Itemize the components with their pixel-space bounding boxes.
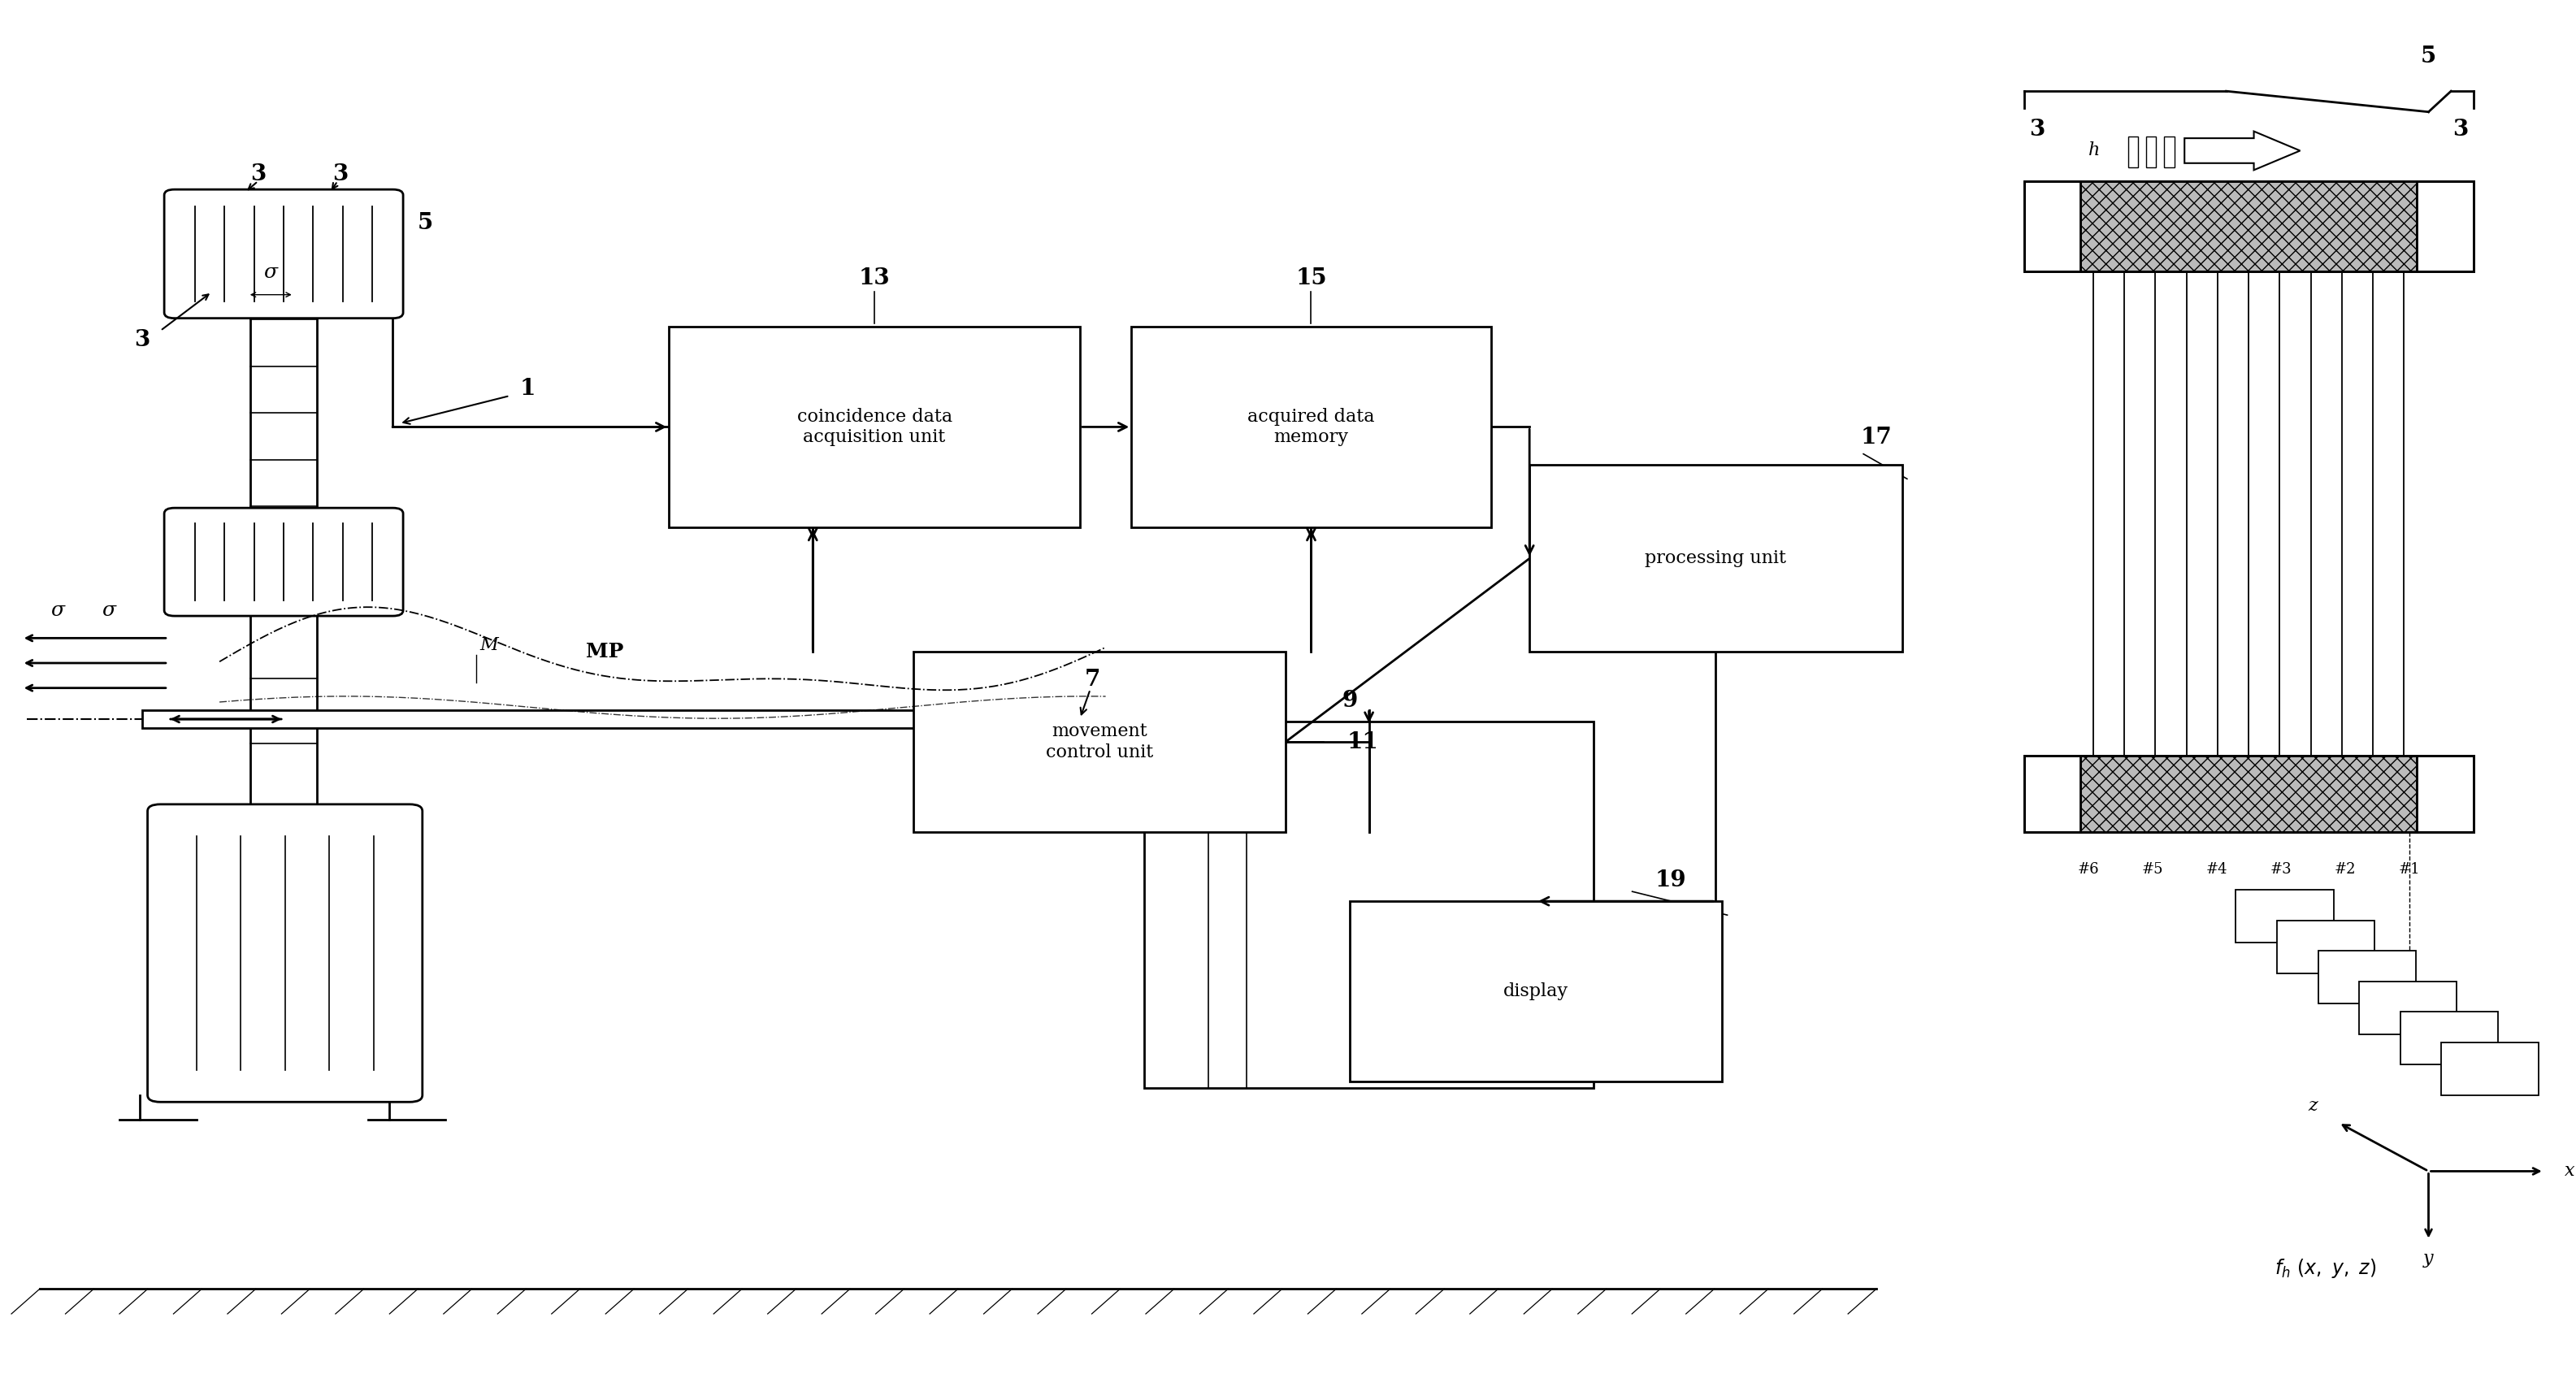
Bar <box>2416 756 2473 832</box>
Text: #6: #6 <box>2076 863 2099 877</box>
Text: 7: 7 <box>1084 669 1100 691</box>
Text: 19: 19 <box>1654 870 1687 892</box>
Text: 11: 11 <box>1347 731 1378 753</box>
Text: 13: 13 <box>858 268 891 288</box>
Text: 17: 17 <box>1860 426 1891 448</box>
Text: 3: 3 <box>2030 119 2045 141</box>
Text: 3: 3 <box>332 164 348 186</box>
Text: x: x <box>2566 1162 2576 1180</box>
Text: #4: #4 <box>2205 863 2228 877</box>
Text: acquired data
memory: acquired data memory <box>1247 408 1376 447</box>
FancyBboxPatch shape <box>147 804 422 1103</box>
Text: #5: #5 <box>2141 863 2164 877</box>
Text: $f_h\ (x,\ y,\ z)$: $f_h\ (x,\ y,\ z)$ <box>2275 1257 2378 1280</box>
Bar <box>2416 182 2473 270</box>
Text: y: y <box>2424 1250 2434 1268</box>
Bar <box>2025 182 2473 270</box>
Text: 5: 5 <box>2421 46 2437 68</box>
Bar <box>2081 756 2416 832</box>
Text: 15: 15 <box>1296 268 1327 288</box>
Text: 5: 5 <box>417 212 433 233</box>
Text: z: z <box>2308 1097 2318 1115</box>
Bar <box>2277 921 2375 974</box>
Bar <box>2025 756 2473 832</box>
Text: 3: 3 <box>250 164 265 186</box>
FancyBboxPatch shape <box>165 508 402 616</box>
Bar <box>670 326 1079 527</box>
Bar <box>2081 182 2416 270</box>
Bar <box>2318 951 2416 1004</box>
Text: σ: σ <box>103 601 116 620</box>
Text: #3: #3 <box>2269 863 2293 877</box>
Text: σ: σ <box>263 264 278 282</box>
Text: 3: 3 <box>134 330 149 351</box>
Text: display: display <box>1504 982 1569 1000</box>
Bar <box>2146 137 2156 168</box>
Bar <box>2025 756 2081 832</box>
Text: 9: 9 <box>1342 689 1358 712</box>
FancyBboxPatch shape <box>165 190 402 318</box>
Text: #2: #2 <box>2334 863 2357 877</box>
Bar <box>2442 1043 2540 1096</box>
Text: M: M <box>479 637 497 655</box>
Text: 3: 3 <box>2452 119 2468 141</box>
Text: coincidence data
acquisition unit: coincidence data acquisition unit <box>796 408 953 447</box>
Text: MP: MP <box>585 642 623 662</box>
Bar <box>2401 1013 2499 1065</box>
Bar <box>142 710 1170 728</box>
Text: processing unit: processing unit <box>1646 549 1785 567</box>
Bar <box>2025 182 2081 270</box>
Text: movement
control unit: movement control unit <box>1046 723 1154 761</box>
Text: #1: #1 <box>2398 863 2419 877</box>
Bar <box>2128 137 2138 168</box>
Bar <box>1131 326 1492 527</box>
FancyArrow shape <box>2184 132 2300 171</box>
Bar <box>1350 902 1723 1082</box>
Text: 1: 1 <box>520 377 536 399</box>
Text: h: h <box>2089 141 2099 160</box>
Bar <box>2360 982 2458 1035</box>
Bar <box>1144 721 1595 1089</box>
Bar <box>912 652 1285 832</box>
Text: σ: σ <box>52 601 64 620</box>
Bar <box>1530 465 1901 652</box>
Bar <box>2164 137 2174 168</box>
Bar <box>2236 890 2334 943</box>
